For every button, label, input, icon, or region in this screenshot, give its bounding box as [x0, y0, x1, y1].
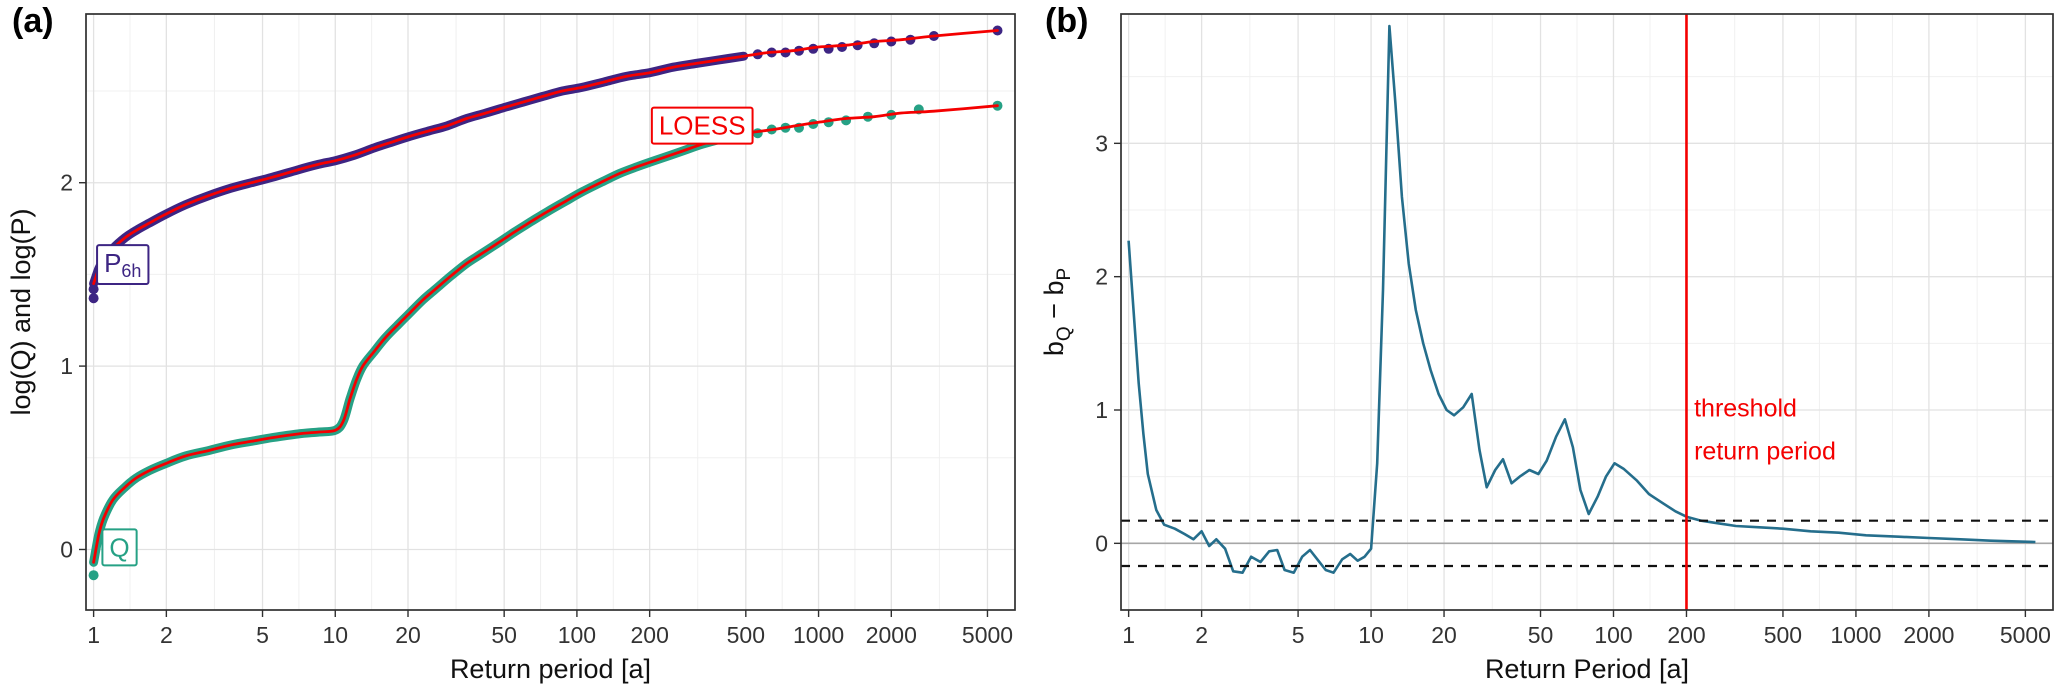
x-tick-label: 5	[256, 622, 269, 648]
y-tick-label: 0	[1095, 530, 1108, 556]
panel-a: (a) P6h Q LOESS 1 2 5 10 20 50 100 200 500 1000 2000 5…	[0, 0, 1033, 690]
x-tick-label: 20	[395, 622, 421, 648]
x-tick-label: 2	[1195, 622, 1208, 648]
x-tick-label: 50	[491, 622, 517, 648]
y-tick-label: 3	[1095, 130, 1108, 156]
y-tick-label: 2	[1095, 264, 1108, 290]
y-tick-label: 1	[1095, 397, 1108, 423]
x-tick-label: 10	[323, 622, 349, 648]
x-tick-label: 2000	[1903, 622, 1954, 648]
y-tick-label: 0	[60, 536, 73, 562]
plot-area	[86, 14, 1015, 610]
series-label: P6h	[104, 248, 141, 281]
x-tick-label: 5000	[962, 622, 1013, 648]
data-point-Q	[88, 570, 99, 581]
y-axis-title: bQ − bP	[1039, 268, 1075, 356]
panel-a-letter: (a)	[12, 2, 54, 40]
x-tick-label: 2000	[866, 622, 917, 648]
loess-line-P6h	[92, 29, 999, 285]
x-tick-label: 100	[558, 622, 596, 648]
x-tick-label: 1000	[793, 622, 844, 648]
data-point-P6h	[88, 284, 99, 295]
panel-a-plot: P6h Q LOESS 1 2 5 10 20 50 100 200 500 1000 2000 5000 0…	[6, 13, 1016, 684]
x-tick-label: 5	[1292, 622, 1305, 648]
x-tick-label: 20	[1431, 622, 1457, 648]
panel-b: (b) threshold return period 1 2 5 10 20 50 100 20…	[1033, 0, 2067, 690]
x-tick-label: 200	[631, 622, 669, 648]
y-tick-label: 1	[60, 353, 73, 379]
x-tick-label: 1000	[1830, 622, 1881, 648]
y-tick-label: 2	[60, 170, 73, 196]
x-axis-title: Return Period [a]	[1485, 654, 1689, 684]
x-tick-label: 50	[1528, 622, 1554, 648]
annotation-text: return period	[1694, 437, 1836, 465]
annotation-text: threshold	[1694, 395, 1797, 423]
panel-border	[1120, 13, 2054, 611]
x-axis-title: Return period [a]	[450, 654, 651, 684]
x-tick-label: 500	[727, 622, 765, 648]
series-label-box	[650, 106, 754, 145]
series-label: LOESS	[659, 111, 746, 141]
x-tick-label: 5000	[2000, 622, 2051, 648]
x-tick-label: 200	[1667, 622, 1705, 648]
panel-border	[85, 13, 1016, 611]
difference-line	[1127, 24, 2036, 574]
x-tick-label: 100	[1594, 622, 1632, 648]
series-label: Q	[109, 532, 129, 562]
x-tick-label: 10	[1358, 622, 1384, 648]
series-label-box	[101, 528, 138, 567]
x-tick-label: 1	[1122, 622, 1135, 648]
x-tick-label: 1	[87, 622, 100, 648]
y-axis-title: log(Q) and log(P)	[6, 208, 36, 415]
x-tick-label: 2	[160, 622, 173, 648]
data-point-P6h	[88, 293, 99, 304]
series-label-box	[96, 244, 150, 285]
panel-b-letter: (b)	[1045, 2, 1089, 40]
x-tick-label: 500	[1764, 622, 1802, 648]
